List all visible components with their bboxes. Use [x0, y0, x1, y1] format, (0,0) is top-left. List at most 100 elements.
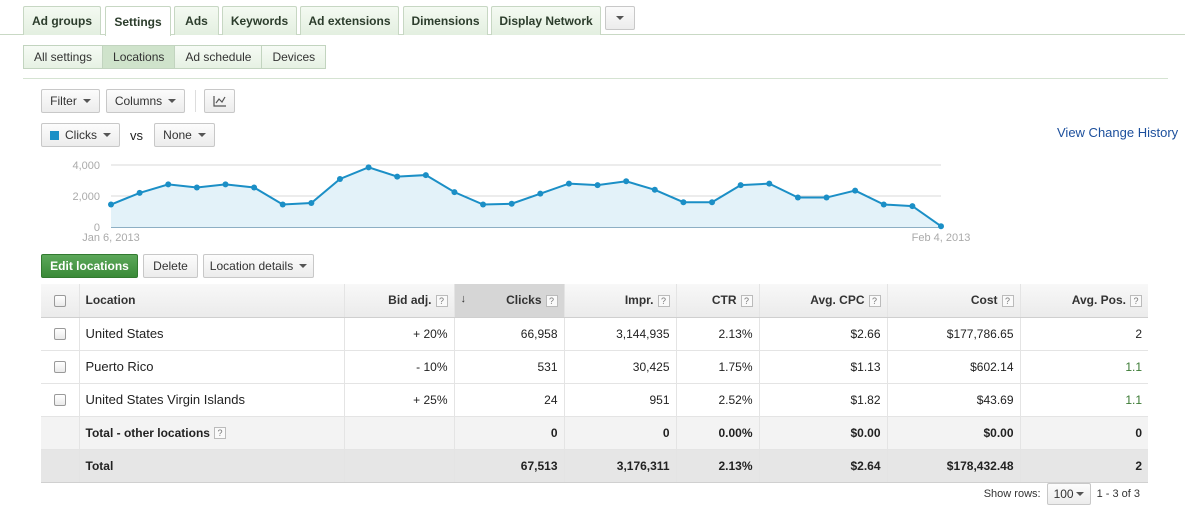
- subtab-devices[interactable]: Devices: [261, 45, 327, 69]
- bid-cell[interactable]: + 25%: [344, 383, 455, 417]
- view-change-history-link[interactable]: View Change History: [1057, 125, 1179, 140]
- tab-settings[interactable]: Settings: [105, 6, 171, 36]
- columns-button[interactable]: Columns: [106, 89, 185, 113]
- help-icon[interactable]: ?: [1130, 295, 1142, 308]
- tab-ad-extensions[interactable]: Ad extensions: [300, 6, 399, 35]
- tab-ads[interactable]: Ads: [174, 6, 219, 35]
- subtab-all-settings[interactable]: All settings: [23, 45, 104, 69]
- header-cost[interactable]: Cost?: [887, 284, 1021, 318]
- help-icon[interactable]: ?: [868, 295, 881, 308]
- data-point: [938, 223, 944, 230]
- edit-locations-button[interactable]: Edit locations: [41, 254, 138, 278]
- data-point: [909, 203, 916, 210]
- row-checkbox[interactable]: [53, 394, 66, 407]
- data-point: [193, 184, 200, 191]
- chevron-down-icon: [82, 99, 91, 103]
- data-point: [709, 199, 716, 206]
- tab-dimensions[interactable]: Dimensions: [403, 6, 488, 35]
- table-row: United States + 20% 66,958 3,144,935 2.1…: [41, 317, 1148, 351]
- impr-cell: 3,144,935: [564, 317, 677, 351]
- header-clicks[interactable]: ↓ Clicks?: [454, 284, 565, 318]
- row-checkbox[interactable]: [53, 328, 66, 341]
- clicks-line: [110, 166, 942, 228]
- data-point: [766, 180, 773, 187]
- header-cpc[interactable]: Avg. CPC?: [759, 284, 888, 318]
- filter-label: Filter: [50, 94, 77, 108]
- data-point: [537, 190, 544, 197]
- clicks-area: [111, 167, 941, 227]
- subtab-locations[interactable]: Locations: [102, 45, 176, 69]
- header-impr[interactable]: Impr.?: [564, 284, 677, 318]
- location-cell: Puerto Rico: [79, 350, 345, 384]
- header-pos[interactable]: Avg. Pos.?: [1020, 284, 1148, 318]
- cost-cell: $602.14: [887, 350, 1021, 384]
- cpc-cell: $1.82: [759, 383, 888, 417]
- data-point: [794, 194, 801, 201]
- data-point: [222, 181, 229, 188]
- location-cell: United States: [79, 317, 345, 351]
- tab-display-network[interactable]: Display Network: [491, 6, 601, 35]
- cpc-cell: $2.64: [759, 449, 888, 483]
- data-point: [680, 199, 687, 206]
- header-location-label: Location: [85, 293, 136, 308]
- data-point: [108, 201, 114, 208]
- columns-label: Columns: [114, 94, 163, 108]
- bid-cell[interactable]: + 20%: [344, 317, 455, 351]
- data-point: [136, 189, 143, 196]
- more-tabs-button[interactable]: [605, 6, 635, 30]
- cost-cell: $178,432.48: [887, 449, 1021, 483]
- chevron-down-icon: [1075, 492, 1084, 496]
- table-header-row: Location Bid adj.? ↓ Clicks? Impr.? CTR? …: [41, 284, 1148, 318]
- show-rows-label: Show rows:: [983, 488, 1041, 500]
- data-point: [165, 181, 172, 188]
- cpc-cell: $2.66: [759, 317, 888, 351]
- clicks-cell: 531: [454, 350, 565, 384]
- filter-button[interactable]: Filter: [41, 89, 100, 113]
- header-bid[interactable]: Bid adj.?: [344, 284, 455, 318]
- pos-cell: 2: [1020, 449, 1148, 483]
- settings-subtabs: All settings Locations Ad schedule Devic…: [23, 45, 327, 69]
- ctr-cell: 1.75%: [676, 350, 760, 384]
- rows-per-page-select[interactable]: 100: [1046, 483, 1091, 505]
- y-tick-label: 2,000: [72, 191, 100, 203]
- header-ctr[interactable]: CTR?: [676, 284, 760, 318]
- help-icon[interactable]: ?: [545, 295, 558, 308]
- cost-cell: $177,786.65: [887, 317, 1021, 351]
- data-point: [451, 189, 458, 196]
- location-cell: United States Virgin Islands: [79, 383, 345, 417]
- chevron-down-icon: [103, 133, 111, 137]
- help-icon[interactable]: ?: [740, 295, 753, 308]
- select-all-checkbox[interactable]: [53, 295, 66, 308]
- empty-cell: [41, 449, 80, 483]
- location-details-button[interactable]: Location details: [203, 254, 314, 278]
- header-clicks-label: Clicks: [506, 293, 542, 308]
- help-icon[interactable]: ?: [1001, 295, 1014, 308]
- bid-cell[interactable]: - 10%: [344, 350, 455, 384]
- clicks-cell: 24: [454, 383, 565, 417]
- tab-ad-groups[interactable]: Ad groups: [23, 6, 101, 35]
- row-select-cell: [41, 317, 80, 351]
- chevron-down-icon: [616, 16, 624, 20]
- metric1-select[interactable]: Clicks: [41, 123, 120, 147]
- header-cpc-label: Avg. CPC: [810, 293, 865, 308]
- clicks-cell: 0: [454, 416, 565, 450]
- impr-cell: 3,176,311: [564, 449, 677, 483]
- chevron-down-icon: [168, 99, 177, 103]
- row-select-cell: [41, 350, 80, 384]
- header-location[interactable]: Location: [79, 284, 345, 318]
- tab-keywords[interactable]: Keywords: [222, 6, 297, 35]
- delete-button[interactable]: Delete: [143, 254, 198, 278]
- ctr-cell: 2.13%: [676, 449, 760, 483]
- help-icon[interactable]: ?: [657, 295, 670, 308]
- header-impr-label: Impr.: [624, 293, 654, 308]
- location-cell: Total: [79, 449, 345, 483]
- subtab-ad-schedule[interactable]: Ad schedule: [174, 45, 263, 69]
- empty-cell: [344, 449, 455, 483]
- help-icon[interactable]: ?: [213, 427, 226, 440]
- metric2-select[interactable]: None: [154, 123, 215, 147]
- ctr-cell: 2.13%: [676, 317, 760, 351]
- row-select-cell: [41, 383, 80, 417]
- row-checkbox[interactable]: [53, 361, 66, 374]
- help-icon[interactable]: ?: [435, 295, 448, 308]
- toggle-graph-button[interactable]: [204, 89, 235, 113]
